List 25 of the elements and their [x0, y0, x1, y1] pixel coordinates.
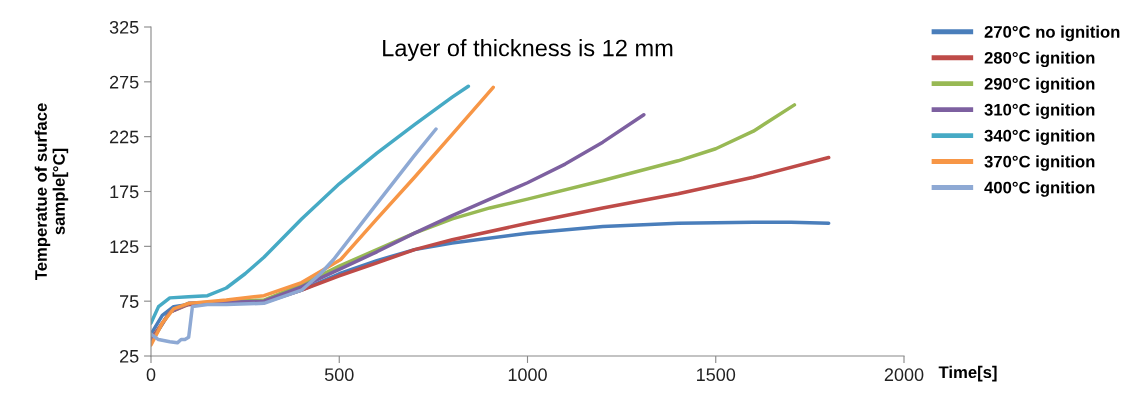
- legend-label: 280°C ignition: [984, 51, 1095, 68]
- line-series: [151, 85, 495, 347]
- y-tick-label: 275: [109, 75, 139, 89]
- legend-label: 370°C ignition: [984, 155, 1095, 171]
- y-tick-label: 125: [110, 240, 139, 254]
- y-tick-label: 25: [120, 349, 139, 363]
- line-series: [151, 127, 438, 345]
- x-axis-title: Time[s]: [938, 365, 997, 382]
- y-tick-label: 175: [110, 185, 139, 199]
- legend-label: 270°C no ignition: [984, 25, 1120, 42]
- legend-label: 340°C ignition: [984, 129, 1095, 145]
- line-series: [151, 84, 471, 325]
- legend-label: 310°C ignition: [984, 103, 1095, 119]
- legend-label: 290°C ignition: [984, 77, 1095, 94]
- x-tick-label: 1500: [697, 368, 736, 382]
- x-tick-label: 1000: [508, 368, 547, 382]
- y-axis-title: Temperatue of surface sample[°C]: [34, 103, 69, 281]
- x-tick-label: 0: [146, 368, 156, 382]
- x-tick-label: 500: [324, 368, 354, 382]
- y-tick-label: 325: [109, 20, 139, 34]
- legend-label: 400°C ignition: [984, 181, 1095, 197]
- chart-title: Layer of thickness is 12 mm: [383, 39, 673, 62]
- y-tick-label: 75: [120, 295, 139, 308]
- y-tick-label: 225: [109, 130, 139, 144]
- x-tick-label: 2000: [884, 368, 924, 382]
